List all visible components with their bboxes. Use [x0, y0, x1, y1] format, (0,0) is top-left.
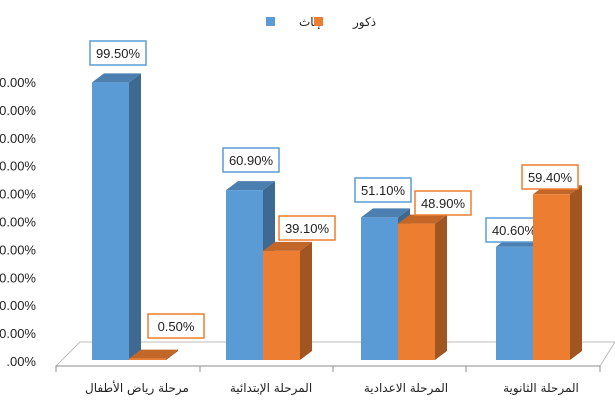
x-tick-label: المرحلة الإبتدائية: [230, 381, 312, 396]
y-tick-label: 0.00%: [0, 298, 36, 313]
data-label-box: [354, 177, 412, 203]
bar: [263, 241, 312, 360]
bar-side: [129, 73, 141, 361]
bar-front: [496, 246, 533, 360]
data-label: 60.90%: [222, 147, 280, 173]
legend-swatch: [314, 17, 323, 26]
bar-front: [361, 217, 398, 360]
data-label: 0.50%: [147, 313, 205, 339]
bar-top: [92, 73, 141, 83]
bar-side: [300, 241, 312, 360]
bar-side: [570, 185, 582, 360]
x-tick-label: مرحلة رياض الأطفال: [85, 380, 189, 396]
bar-front: [92, 82, 129, 361]
data-label-box: [222, 147, 280, 173]
bar: [533, 185, 582, 360]
data-label-box: [485, 217, 543, 243]
y-tick-label: .00%: [6, 354, 36, 369]
y-tick-label: 0.00%: [0, 270, 36, 285]
data-label: 59.40%: [521, 164, 579, 190]
bar-top: [263, 241, 312, 251]
data-label-box: [89, 40, 147, 66]
data-label: 39.10%: [278, 215, 336, 241]
data-label: 99.50%: [89, 40, 147, 66]
legend: إناث ذكور: [266, 15, 376, 30]
data-label-text: 51.10%: [361, 183, 406, 198]
data-label-text: 60.90%: [229, 153, 274, 168]
bar-side: [435, 214, 447, 360]
y-tick-label: 0.00%: [0, 242, 36, 257]
data-label: 40.60%: [485, 217, 543, 243]
data-label-text: 39.10%: [285, 221, 330, 236]
y-tick-label: 0.00%: [0, 215, 36, 230]
y-tick-label: 0.00%: [0, 103, 36, 118]
y-tick-label: 0.00%: [0, 187, 36, 202]
y-tick-label: 0.00%: [0, 131, 36, 146]
legend-swatch: [266, 17, 275, 26]
x-tick-label: المرحلة الثانوية: [503, 381, 579, 396]
legend-label: ذكور: [352, 15, 376, 30]
bar-front: [533, 194, 570, 360]
data-label-text: 48.90%: [421, 196, 466, 211]
bar: [92, 73, 141, 361]
x-tick-label: المرحلة الاعدادية: [364, 381, 448, 396]
data-label: 48.90%: [414, 190, 472, 216]
bar-top: [129, 349, 178, 359]
data-label-box: [521, 164, 579, 190]
data-label-text: 99.50%: [96, 46, 141, 61]
bar-top: [226, 181, 275, 191]
data-label-text: 40.60%: [492, 223, 537, 238]
bar-front: [226, 190, 263, 360]
bar-front: [129, 358, 166, 360]
bar-top: [398, 214, 447, 224]
data-label-box: [278, 215, 336, 241]
x-axis: مرحلة رياض الأطفال المرحلة الإبتدائية المر…: [55, 366, 601, 396]
plot-area: 99.50% 0.50% 60.90% 39.10% 51.10% 48.90% 40.60…: [89, 40, 582, 361]
bar-top: [361, 208, 410, 218]
data-label-text: 59.40%: [528, 170, 573, 185]
bar-front: [263, 250, 300, 360]
y-tick-label: 0.00%: [0, 159, 36, 174]
y-axis: .00% 0.00% 0.00% 0.00% 0.00% 0.00% 0.00% 0.00% 0…: [0, 75, 615, 369]
bar: [129, 349, 178, 360]
data-label-text: 0.50%: [158, 319, 195, 334]
data-label-box: [147, 313, 205, 339]
y-tick-label: 0.00%: [0, 75, 36, 90]
data-label: 51.10%: [354, 177, 412, 203]
data-label-box: [414, 190, 472, 216]
bar-side: [166, 349, 178, 360]
bar: [398, 214, 447, 360]
y-tick-label: 0.00%: [0, 326, 36, 341]
bar-front: [398, 223, 435, 360]
